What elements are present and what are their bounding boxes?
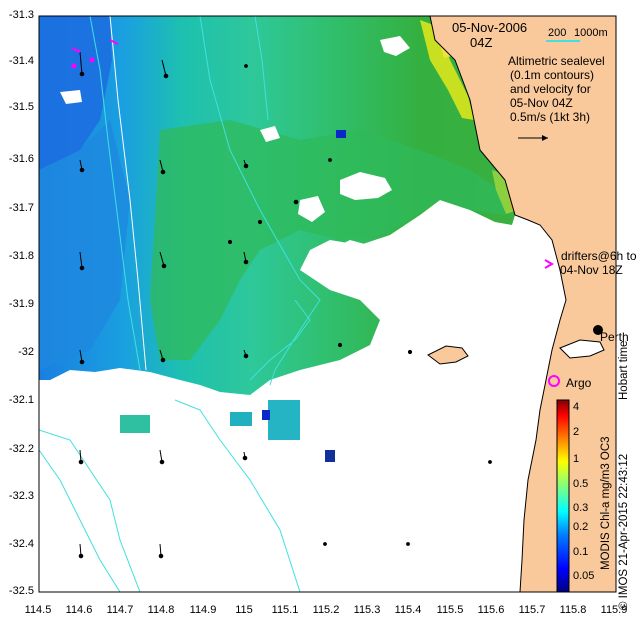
y-tick: -31.9: [8, 298, 34, 310]
y-tick: -31.6: [8, 153, 34, 165]
legend-line-5: 0.5m/s (1kt 3h): [510, 110, 591, 124]
y-tick: -32: [18, 346, 34, 358]
legend-line-2: (0.1m contours): [510, 68, 595, 82]
x-tick: 114.8: [147, 604, 175, 616]
colorbar-tick: 4: [573, 401, 580, 413]
x-tick: 115.5: [436, 604, 464, 616]
x-tick: 115.6: [477, 604, 505, 616]
x-tick: 115.3: [353, 604, 381, 616]
colorbar-tick: 0.5: [573, 478, 589, 490]
y-tick: -32.3: [8, 490, 34, 502]
perth-label: Perth: [600, 330, 629, 344]
y-tick: -31.5: [8, 101, 34, 113]
y-tick: -32.2: [8, 443, 34, 455]
map-time: 04Z: [470, 35, 493, 50]
x-tick: 115.8: [559, 604, 587, 616]
x-tick: 114.9: [189, 604, 217, 616]
drifter-tracks: [71, 39, 555, 269]
colorbar-tick: 2: [573, 426, 580, 438]
credit-line: © IMOS 21-Apr-2015 22:43:12: [618, 453, 630, 610]
x-tick: 114.7: [106, 604, 134, 616]
x-tick: 114.6: [65, 604, 93, 616]
y-tick: -31.8: [8, 250, 34, 262]
argo-label: Argo: [566, 376, 592, 390]
colorbar-tick: 0.05: [573, 570, 595, 582]
map-date: 05-Nov-2006: [452, 20, 528, 35]
x-tick: 114.5: [24, 604, 52, 616]
y-tick: -32.5: [8, 585, 34, 597]
y-tick: -31.4: [8, 55, 34, 67]
legend-line-1: Altimetric sealevel: [508, 54, 605, 68]
y-tick: -32.4: [8, 538, 34, 550]
x-tick: 115.7: [518, 604, 546, 616]
velocity-arrows: [78, 51, 492, 559]
x-tick: 115.4: [394, 604, 422, 616]
colorbar-tick: 0.2: [573, 521, 589, 533]
colorbar-tick: 0.3: [573, 502, 589, 514]
drifters-line-1: drifters@6h to: [561, 249, 637, 263]
scale-unit: 1000m: [574, 27, 608, 39]
colorbar-tick: 1: [573, 453, 580, 465]
x-tick: 115.1: [271, 604, 299, 616]
legend-line-3: and velocity for: [510, 82, 591, 96]
drifters-line-2: 04-Nov 18Z: [560, 263, 623, 277]
x-tick: 115: [235, 604, 253, 616]
legend-line-4: 05-Nov 04Z: [510, 96, 573, 110]
x-tick: 115.9: [600, 604, 628, 616]
scale-value: 200: [548, 27, 567, 39]
colorbar: [556, 399, 570, 593]
perth-marker: [593, 325, 603, 335]
y-tick: -32.1: [8, 394, 34, 406]
hobart-time: Hobart time: [618, 340, 630, 400]
y-tick: -31.7: [8, 202, 34, 214]
y-tick: -31.3: [8, 9, 34, 21]
colorbar-title: MODIS Chl-a mg/m3 OC3: [600, 436, 612, 570]
x-tick: 115.2: [312, 604, 340, 616]
argo-marker: [548, 375, 560, 387]
colorbar-tick: 0.1: [573, 546, 589, 558]
